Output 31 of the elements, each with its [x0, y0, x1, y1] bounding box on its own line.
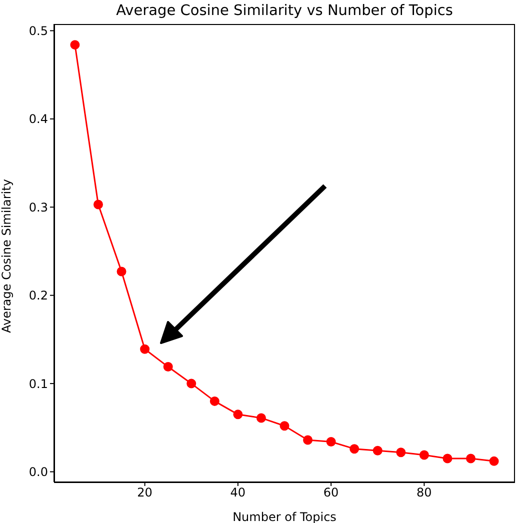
y-tick-label: 0.3: [28, 200, 48, 214]
point: [489, 456, 499, 466]
y-tick-label: 0.0: [28, 465, 48, 480]
y-axis-title: Average Cosine Similarity: [0, 179, 14, 333]
point: [466, 454, 476, 464]
point: [303, 435, 313, 445]
y-tick-label: 0.5: [28, 24, 48, 38]
point: [419, 450, 429, 460]
point: [70, 40, 80, 50]
x-tick-label: 60: [323, 486, 339, 500]
y-tick-label: 0.4: [28, 112, 48, 126]
point: [280, 421, 290, 431]
point: [326, 437, 336, 447]
point: [396, 448, 406, 458]
point: [372, 446, 382, 456]
point: [256, 413, 266, 423]
point: [442, 454, 452, 464]
point: [186, 378, 196, 388]
point: [93, 200, 103, 210]
x-tick-label: 40: [230, 486, 246, 500]
point: [233, 410, 243, 420]
point: [163, 362, 173, 372]
x-tick-label: 20: [137, 486, 152, 500]
point: [140, 344, 150, 354]
point: [350, 444, 360, 454]
x-tick-label: 80: [416, 486, 432, 500]
y-tick-label: 0.2: [28, 288, 48, 303]
point: [116, 266, 126, 276]
y-tick-label: 0.1: [28, 376, 48, 391]
point: [210, 396, 220, 406]
chart-title: Average Cosine Similarity vs Number of Topics: [115, 3, 454, 19]
